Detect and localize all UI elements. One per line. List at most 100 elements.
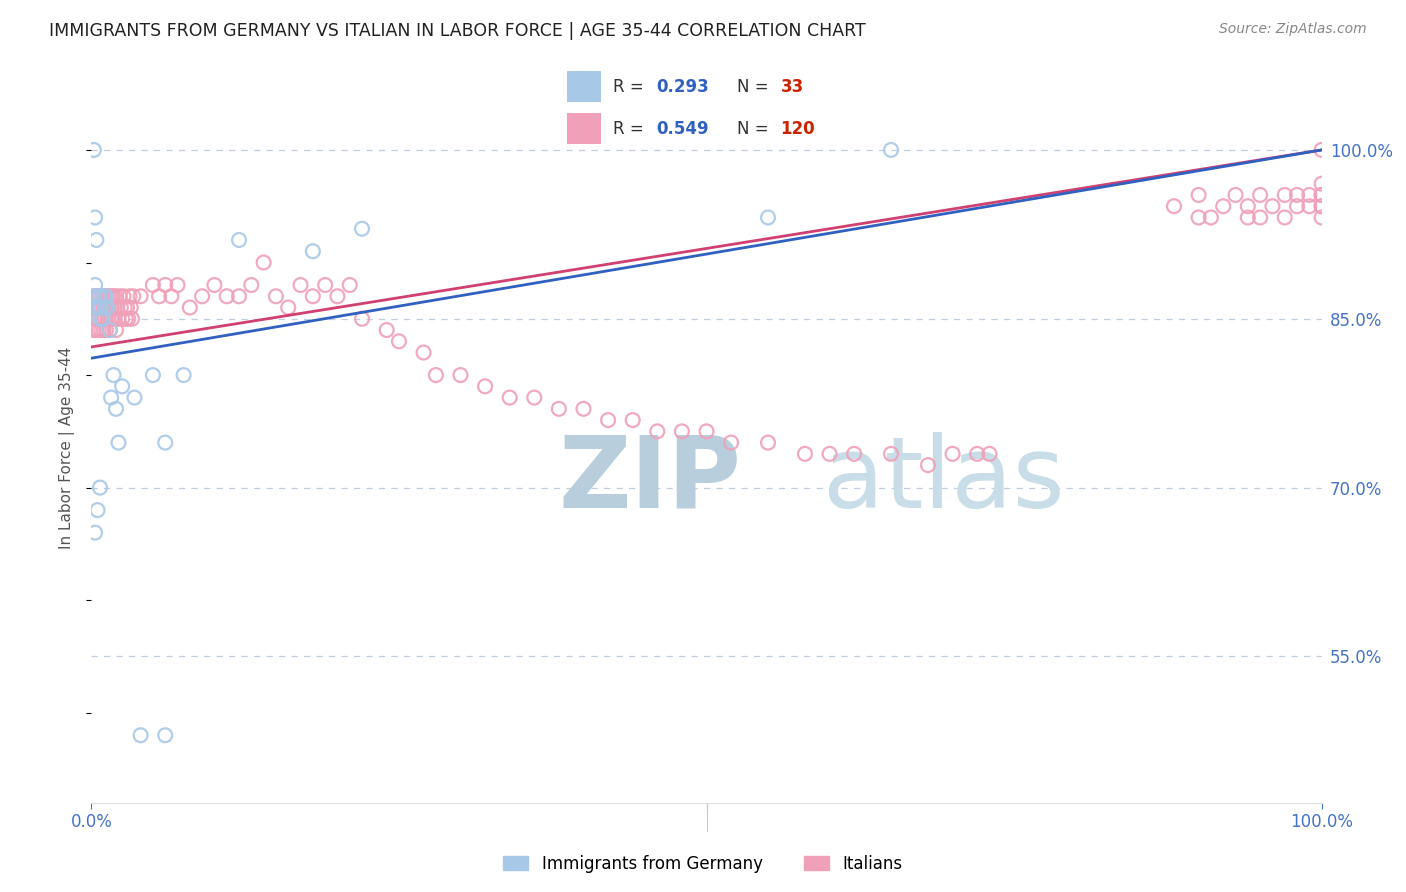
- Point: [375, 323, 398, 337]
- Text: Source: ZipAtlas.com: Source: ZipAtlas.com: [1219, 22, 1367, 37]
- Point: [105, 323, 127, 337]
- Point: [98, 289, 121, 303]
- Point: [86, 301, 108, 315]
- Point: [1187, 188, 1209, 202]
- Text: 33: 33: [780, 78, 804, 95]
- Point: [89, 311, 111, 326]
- Point: [94, 311, 117, 326]
- Point: [100, 391, 122, 405]
- Point: [1187, 211, 1209, 225]
- Text: N =: N =: [737, 78, 773, 95]
- Point: [129, 728, 152, 742]
- Point: [107, 311, 129, 326]
- Point: [84, 525, 107, 540]
- Point: [1310, 199, 1333, 213]
- Point: [388, 334, 411, 349]
- Point: [91, 311, 114, 326]
- Text: N =: N =: [737, 120, 773, 138]
- Point: [86, 301, 108, 315]
- Point: [173, 368, 195, 382]
- Y-axis label: In Labor Force | Age 35-44: In Labor Force | Age 35-44: [59, 347, 76, 549]
- Point: [110, 301, 132, 315]
- Point: [122, 289, 145, 303]
- Point: [111, 311, 134, 326]
- Point: [160, 289, 183, 303]
- Point: [314, 278, 336, 293]
- Point: [100, 311, 122, 326]
- Point: [87, 301, 110, 315]
- Point: [93, 289, 115, 303]
- Point: [104, 301, 127, 315]
- Point: [148, 289, 170, 303]
- Point: [179, 301, 201, 315]
- Point: [117, 311, 139, 326]
- Point: [100, 301, 122, 315]
- Point: [880, 447, 903, 461]
- Point: [86, 311, 108, 326]
- Point: [352, 221, 374, 235]
- Legend: Immigrants from Germany, Italians: Immigrants from Germany, Italians: [496, 848, 910, 880]
- Point: [1310, 188, 1333, 202]
- Point: [966, 447, 988, 461]
- Point: [339, 278, 361, 293]
- Point: [96, 301, 117, 315]
- Point: [215, 289, 238, 303]
- Point: [124, 391, 146, 405]
- Point: [1237, 211, 1260, 225]
- Point: [228, 289, 250, 303]
- Point: [153, 728, 177, 742]
- Point: [94, 301, 117, 315]
- Point: [1285, 188, 1308, 202]
- Point: [142, 278, 165, 293]
- Text: 0.293: 0.293: [657, 78, 710, 95]
- Point: [87, 289, 110, 303]
- Point: [277, 301, 299, 315]
- Point: [621, 413, 644, 427]
- Point: [96, 289, 117, 303]
- Point: [720, 435, 742, 450]
- Point: [1310, 199, 1333, 213]
- Point: [120, 301, 142, 315]
- Point: [97, 301, 120, 315]
- Point: [108, 289, 131, 303]
- Point: [1274, 188, 1296, 202]
- Point: [93, 301, 115, 315]
- Point: [449, 368, 471, 382]
- Point: [105, 301, 128, 315]
- Point: [107, 435, 129, 450]
- Point: [1274, 211, 1296, 225]
- Point: [756, 211, 779, 225]
- Point: [82, 301, 104, 315]
- Point: [1298, 199, 1320, 213]
- Point: [90, 323, 112, 337]
- Point: [105, 289, 127, 303]
- Point: [425, 368, 447, 382]
- Point: [101, 289, 124, 303]
- Point: [86, 323, 108, 337]
- Point: [91, 311, 114, 326]
- Point: [90, 301, 112, 315]
- Point: [86, 289, 108, 303]
- Point: [96, 311, 118, 326]
- Point: [917, 458, 939, 472]
- Point: [498, 391, 520, 405]
- Point: [352, 311, 374, 326]
- Point: [114, 311, 138, 326]
- Point: [301, 244, 323, 259]
- Point: [103, 289, 125, 303]
- Point: [90, 301, 112, 315]
- Point: [166, 278, 188, 293]
- Point: [96, 301, 118, 315]
- Point: [1249, 211, 1271, 225]
- Point: [84, 289, 107, 303]
- Point: [1212, 199, 1234, 213]
- Point: [1310, 211, 1333, 225]
- Point: [301, 289, 323, 303]
- Point: [96, 289, 118, 303]
- Point: [84, 311, 107, 326]
- Point: [94, 289, 117, 303]
- Point: [89, 289, 111, 303]
- Point: [115, 301, 138, 315]
- Point: [105, 401, 127, 416]
- Point: [86, 289, 108, 303]
